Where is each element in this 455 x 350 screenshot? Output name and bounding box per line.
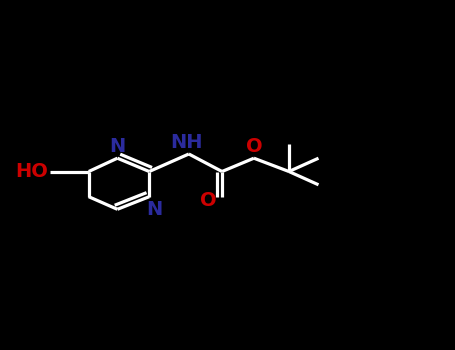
Text: N: N: [109, 137, 126, 156]
Text: HO: HO: [15, 162, 48, 181]
Text: O: O: [246, 137, 262, 156]
Text: N: N: [147, 200, 163, 219]
Text: O: O: [200, 191, 217, 210]
Text: NH: NH: [170, 133, 203, 152]
